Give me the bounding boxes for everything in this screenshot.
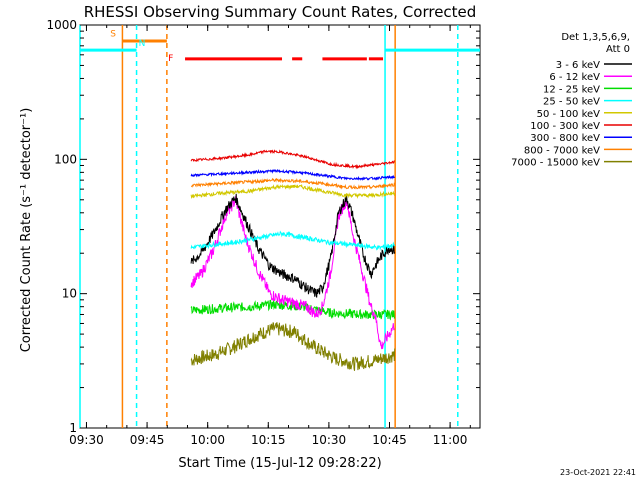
x-tick-label: 10:30 [312,433,347,447]
plot-frame [79,24,481,429]
legend-entry-label: 6 - 12 keV [549,72,600,83]
vertical-markers [79,25,459,428]
y-tick-label: 1000 [46,18,77,32]
legend-header: Det 1,3,5,6,9, [561,32,630,43]
plot-area [79,24,481,429]
x-axis-label: Start Time (15-Jul-12 09:28:22) [178,456,381,471]
legend-entry-label: 3 - 6 keV [556,60,600,71]
series-line [190,168,396,181]
legend-header: Att 0 [606,44,630,55]
x-tick-label: 10:45 [372,433,407,447]
y-tick-label: 100 [54,152,77,166]
state-label-s: S [110,30,116,40]
axes: 09:30 09:45 10:00 10:15 10:30 10:45 11:00 1 10 10… [46,18,480,447]
legend-entry-label: 7000 - 15000 keV [511,158,600,169]
series-line [190,177,396,190]
state-label-f: F [168,54,173,64]
y-tick-label: 10 [62,287,77,301]
x-tick-label: 10:15 [251,433,286,447]
legend-entry-label: 12 - 25 keV [543,84,600,95]
legend-entry-label: 300 - 800 keV [530,133,600,144]
legend-entry-label: 50 - 100 keV [537,109,601,120]
state-bars: S N F [80,30,480,64]
chart-title: RHESSI Observing Summary Count Rates, Co… [84,3,477,21]
footer-timestamp: 23-Oct-2021 22:41 [560,468,636,477]
series-line [190,322,396,371]
legend-entry-label: 800 - 7000 keV [524,145,600,156]
y-axis-label: Corrected Count Rate (s⁻¹ detector⁻¹) [19,108,34,353]
x-tick-label: 09:45 [130,433,165,447]
series-line [190,195,395,350]
y-tick-label: 1 [69,421,77,435]
legend-entry-label: 25 - 50 keV [543,97,600,108]
series-line [190,193,396,298]
x-tick-label: 10:00 [190,433,225,447]
series-line [190,183,396,199]
x-tick-label: 09:30 [69,433,104,447]
state-label-n: N [139,39,146,49]
series-line [190,149,395,170]
series-line [190,230,396,251]
series-lines [190,149,396,371]
x-tick-label: 11:00 [433,433,468,447]
legend-entry-label: 100 - 300 keV [530,121,600,132]
